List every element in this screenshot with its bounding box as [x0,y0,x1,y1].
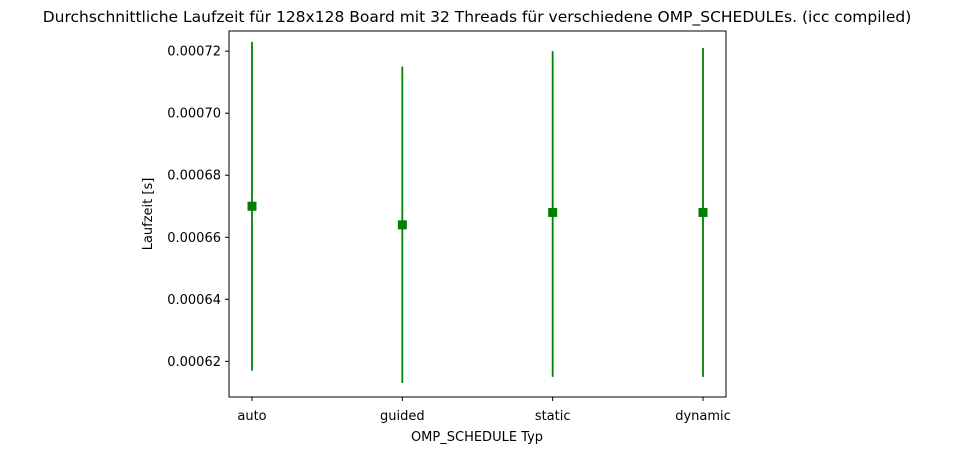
data-point [397,220,407,230]
y-axis-label: Laufzeit [s] [141,178,156,251]
x-tick-label: dynamic [675,409,731,424]
y-tick-label: 0.00066 [167,231,221,246]
y-tick-label: 0.00070 [167,107,221,122]
data-point [548,207,558,217]
chart-title: Durchschnittliche Laufzeit für 128x128 B… [43,8,912,27]
plot-area: 0.00062 0.00064 0.00066 0.00068 0.00070 0.000… [167,30,731,424]
x-tick-label: guided [380,409,425,424]
y-tick-label: 0.00072 [167,45,221,60]
y-tick-label: 0.00068 [167,169,221,184]
y-tick-label: 0.00062 [167,355,221,370]
x-tick-label: static [535,409,571,424]
data-point [698,207,708,217]
x-tick-label: auto [237,409,266,424]
data-point [247,201,257,211]
plot-frame [228,30,727,398]
y-tick-label: 0.00064 [167,293,221,308]
x-axis-label: OMP_SCHEDULE Typ [411,430,543,445]
